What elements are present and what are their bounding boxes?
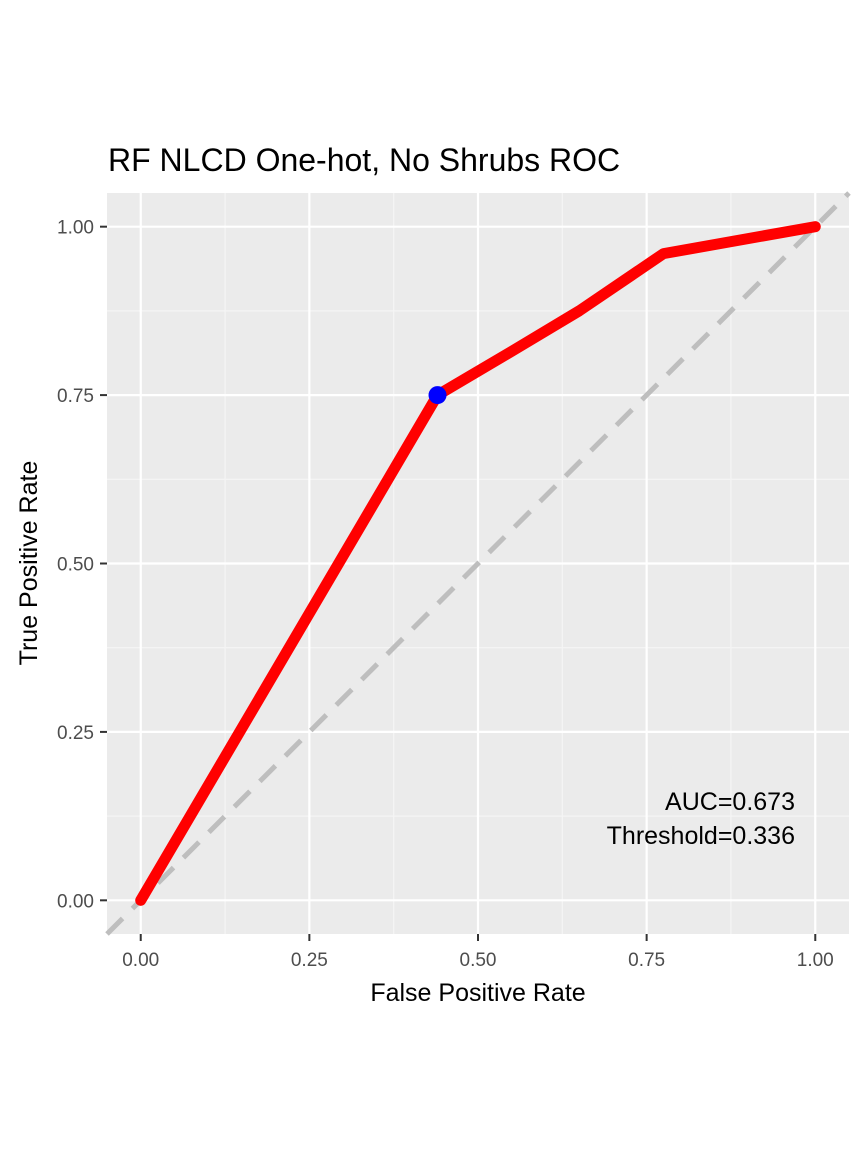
- threshold-point: [428, 386, 447, 405]
- y-tick-label-0: 0.00: [57, 891, 94, 912]
- x-axis-title: False Positive Rate: [370, 979, 585, 1007]
- threshold-annotation: Threshold=0.336: [607, 822, 795, 850]
- roc-curve-line: [135, 221, 821, 906]
- y-tick-label-4: 1.00: [57, 218, 94, 239]
- x-tick-label-1: 0.25: [291, 950, 328, 971]
- x-tick-label-0: 0.00: [122, 950, 159, 971]
- x-tick-label-4: 1.00: [797, 950, 834, 971]
- x-tick-label-3: 0.75: [628, 950, 665, 971]
- auc-annotation: AUC=0.673: [665, 788, 795, 816]
- y-tick-label-1: 0.25: [57, 723, 94, 744]
- y-tick-label-2: 0.50: [57, 555, 94, 576]
- y-axis-ticks: 0.00 0.25 0.50 0.75 1.00: [57, 218, 107, 912]
- chart-title: RF NLCD One-hot, No Shrubs ROC: [108, 142, 620, 178]
- x-tick-label-2: 0.50: [460, 950, 497, 971]
- x-axis-ticks: 0.00 0.25 0.50 0.75 1.00: [122, 934, 834, 971]
- y-tick-label-3: 0.75: [57, 386, 94, 407]
- y-axis-title: True Positive Rate: [15, 461, 43, 666]
- diagonal-reference-line: [105, 191, 851, 936]
